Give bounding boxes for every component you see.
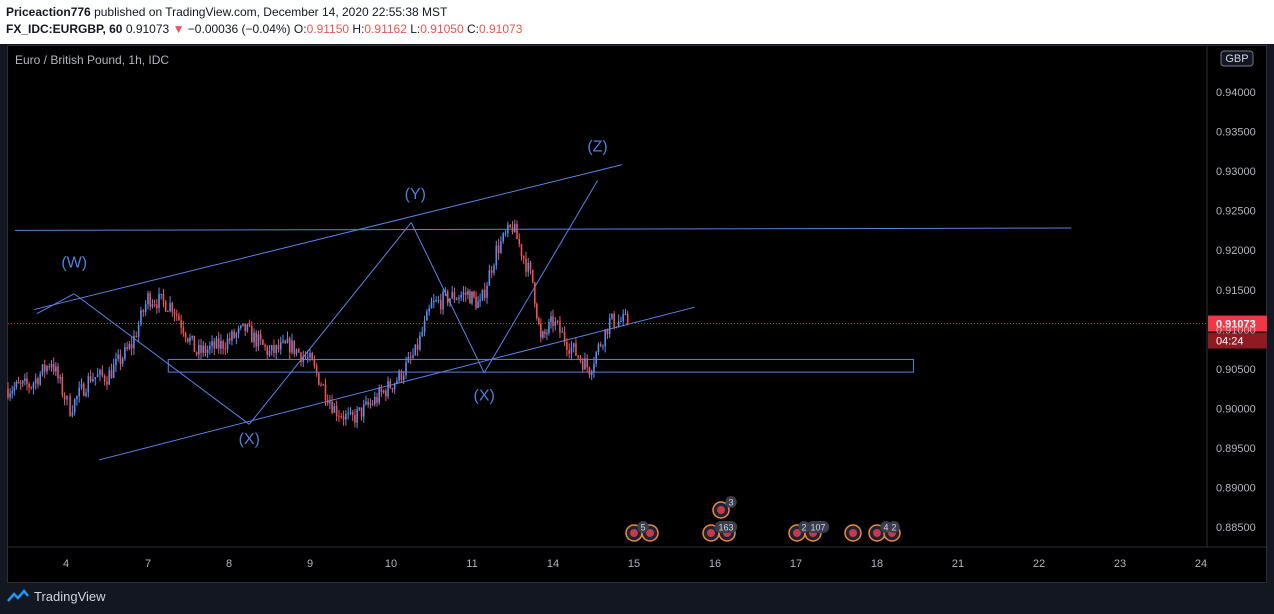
low-label: L: — [410, 22, 421, 36]
close-value: 0.91073 — [479, 22, 523, 36]
last-price: 0.91073 — [125, 22, 170, 36]
down-arrow-icon: ▼ — [172, 22, 185, 36]
open-label: O: — [293, 22, 307, 36]
chart-area[interactable] — [7, 45, 1267, 583]
published-text: published on TradingView.com, December 1… — [94, 5, 448, 19]
open-value: 0.91150 — [306, 22, 350, 36]
tradingview-logo[interactable]: TradingView — [6, 588, 106, 604]
symbol-name: FX_IDC:EURGBP, 60 — [6, 22, 123, 36]
publish-line: Priceaction776 published on TradingView.… — [6, 5, 447, 19]
high-label: H: — [352, 22, 365, 36]
close-label: C: — [467, 22, 479, 36]
author-name[interactable]: Priceaction776 — [6, 5, 91, 19]
instrument-title: Euro / British Pound, 1h, IDC — [15, 53, 170, 67]
low-value: 0.91050 — [420, 22, 464, 36]
price-change: −0.00036 (−0.04%) — [187, 22, 291, 36]
high-value: 0.91162 — [364, 22, 407, 36]
publish-header: Priceaction776 published on TradingView.… — [0, 0, 1274, 44]
tradingview-cloud-icon — [7, 589, 29, 602]
symbol-line: FX_IDC:EURGBP, 60 0.91073 ▼ −0.00036 (−0… — [6, 22, 522, 36]
footer — [0, 583, 1274, 614]
brand-label: TradingView — [34, 588, 106, 604]
